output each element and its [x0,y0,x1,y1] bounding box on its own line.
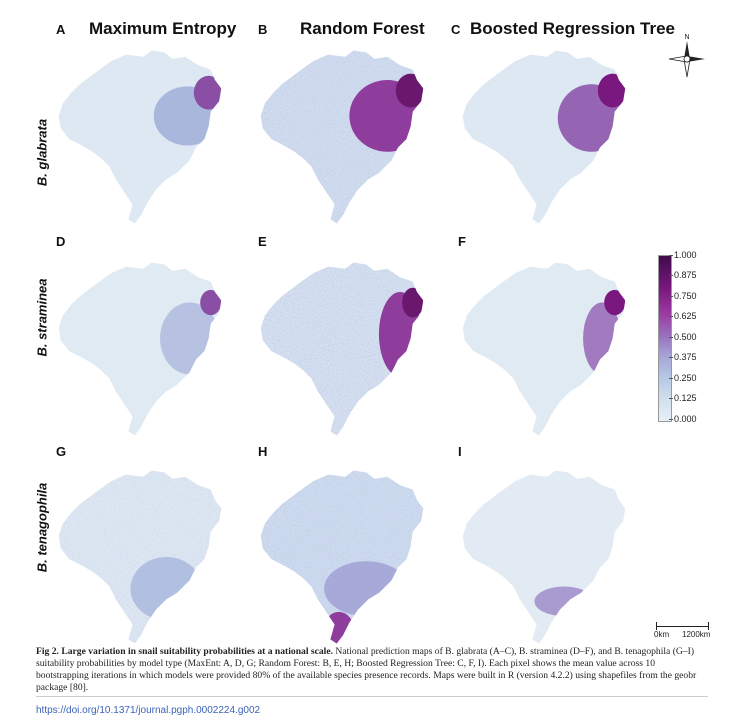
panel-letter-h: H [258,444,268,459]
panel-letter-f: F [458,234,466,249]
panel-letter-e: E [258,234,267,249]
map-h-rf-tenagophila [242,462,442,652]
legend-tick: 0.250 [669,373,697,383]
figure-caption: Fig 2. Large variation in snail suitabil… [36,646,706,694]
caption-text: National prediction maps of B. glabrata … [36,646,697,693]
map-i-brt-tenagophila [444,462,644,652]
legend-gradient-bar [658,255,672,422]
column-title-maxent: Maximum Entropy [89,19,237,38]
panel-letter-a: A [56,22,66,37]
legend-tick: 0.750 [669,291,697,301]
scale-bar-left-label: 0km [654,630,670,639]
map-f-brt-straminea [444,254,644,444]
doi-link[interactable]: https://doi.org/10.1371/journal.pgph.000… [36,705,261,716]
color-legend: 1.000 0.875 0.750 0.625 0.500 0.375 0.25… [658,250,718,425]
legend-tick: 0.500 [669,332,697,342]
legend-tick: 1.000 [669,250,697,260]
map-d-maxent-straminea [40,254,240,444]
caption-fig-label: Fig 2. [36,646,59,657]
panel-letter-c: C [451,22,461,37]
map-a-maxent-glabrata [40,42,240,232]
panel-letter-b: B [258,22,268,37]
map-g-maxent-tenagophila [40,462,240,652]
panel-letter-i: I [458,444,462,459]
divider [36,696,708,697]
north-arrow-icon: N [666,32,708,80]
panel-letter-g: G [56,444,67,459]
legend-tick: 0.125 [669,393,697,403]
scale-bar: 0km 1200km [654,620,710,640]
legend-tick: 0.625 [669,311,697,321]
column-title-brt: Boosted Regression Tree [470,19,676,38]
legend-tick: 0.375 [669,352,697,362]
panel-letter-d: D [56,234,66,249]
map-c-brt-glabrata [444,42,644,232]
legend-tick: 0.875 [669,270,697,280]
compass-north-label: N [684,34,689,41]
scale-bar-right-label: 1200km [682,630,711,639]
legend-tick: 0.000 [669,414,697,424]
column-title-random-forest: Random Forest [300,19,425,38]
map-b-rf-glabrata [242,42,442,232]
caption-title: Large variation in snail suitability pro… [61,646,333,657]
map-e-rf-straminea [242,254,442,444]
